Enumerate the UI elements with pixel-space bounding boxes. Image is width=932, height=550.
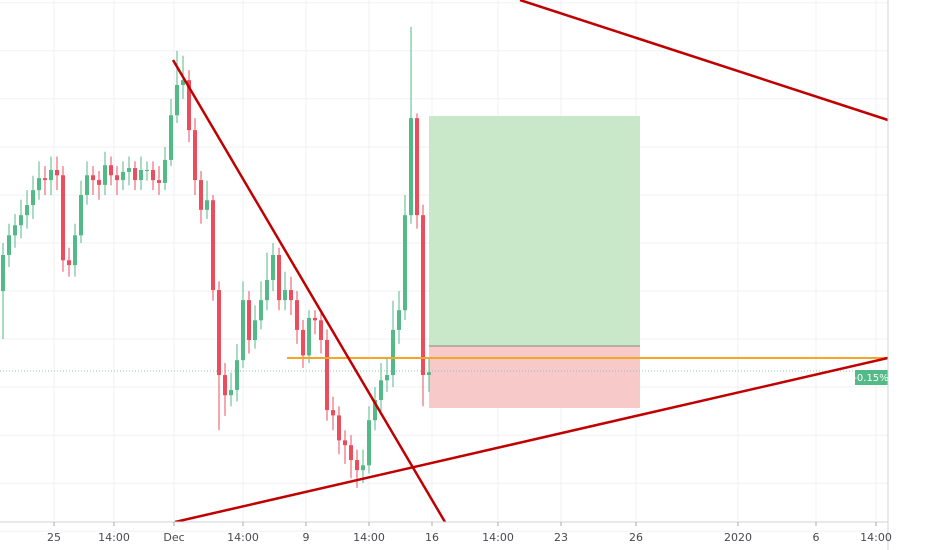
candle-body	[103, 165, 107, 185]
candle-body	[211, 200, 215, 291]
candle-body	[61, 175, 65, 261]
candle-body	[343, 440, 347, 446]
x-tick-label: 14:00	[482, 531, 514, 544]
candle-body	[121, 171, 125, 181]
candle-body	[145, 169, 149, 171]
candle-body	[67, 260, 71, 266]
candle-body	[409, 118, 413, 216]
candle-body	[355, 460, 359, 471]
candle-body	[1, 254, 5, 292]
candle-body	[271, 254, 275, 280]
candle-body	[403, 215, 407, 311]
x-tick-label: 14:00	[227, 531, 259, 544]
candle-body	[157, 180, 161, 183]
candle-body	[349, 445, 353, 461]
candle-body	[37, 178, 41, 191]
candle-body	[31, 190, 35, 206]
x-tick-label: 14:00	[353, 531, 385, 544]
candle-body	[313, 317, 317, 321]
grid	[0, 0, 888, 532]
candle-body	[295, 300, 299, 330]
candle-body	[43, 178, 47, 181]
candle-body	[307, 317, 311, 356]
candle-body	[253, 320, 257, 340]
candle-body	[259, 300, 263, 321]
candle-body	[415, 118, 419, 216]
x-tick-label: 2020	[724, 531, 752, 544]
candle-body	[385, 375, 389, 381]
candle-body	[223, 375, 227, 396]
candle-body	[367, 420, 371, 466]
trend-line	[174, 356, 888, 522]
candle-body	[337, 415, 341, 441]
x-tick-label: 6	[813, 531, 820, 544]
candle-body	[205, 200, 209, 210]
candle-body	[379, 380, 383, 401]
candle-body	[373, 400, 377, 421]
candle-body	[55, 169, 59, 176]
x-tick-label: 9	[303, 531, 310, 544]
candle-body	[193, 130, 197, 181]
candles	[1, 26, 431, 488]
candle-body	[49, 169, 53, 181]
x-tick-label: 14:00	[860, 531, 892, 544]
candle-body	[217, 290, 221, 376]
candle-body	[397, 310, 401, 330]
candle-body	[187, 80, 191, 131]
candle-body	[139, 169, 143, 181]
x-tick-label: 16	[425, 531, 439, 544]
candle-body	[133, 168, 137, 181]
candle-body	[163, 159, 167, 183]
x-tick-label: 23	[554, 531, 568, 544]
candle-body	[289, 290, 293, 301]
candle-body	[175, 84, 179, 116]
change-label: -0.15%	[853, 373, 888, 384]
candle-body	[181, 80, 185, 85]
x-axis: 25 14:00 Dec 14:00 9 14:00 16 14:00 23 26 2020 6 14:…	[47, 522, 892, 544]
candle-body	[421, 215, 425, 376]
x-tick-label: Dec	[163, 531, 184, 544]
trend-line	[171, 59, 447, 522]
stop-zone	[429, 346, 640, 408]
drawings	[171, 0, 888, 522]
candle-body	[229, 389, 233, 396]
position-box	[429, 116, 640, 408]
trend-line	[519, 0, 888, 122]
candle-body	[91, 175, 95, 181]
candle-body	[427, 372, 431, 376]
candle-body	[7, 235, 11, 255]
candle-body	[331, 410, 335, 416]
candle-body	[265, 279, 269, 301]
candle-body	[115, 175, 119, 181]
target-zone	[429, 116, 640, 346]
candle-body	[169, 115, 173, 160]
candle-body	[319, 320, 323, 340]
x-tick-label: 14:00	[98, 531, 130, 544]
candle-body	[283, 290, 287, 301]
candle-body	[73, 235, 77, 266]
candle-body	[79, 194, 83, 236]
candle-body	[25, 205, 29, 216]
candle-body	[241, 300, 245, 361]
candle-body	[97, 180, 101, 185]
change-tag	[855, 370, 888, 385]
x-tick-label: 26	[629, 531, 643, 544]
candle-body	[235, 360, 239, 390]
candle-body	[199, 180, 203, 210]
candle-body	[19, 215, 23, 226]
candle-body	[277, 254, 281, 301]
candle-body	[301, 329, 305, 356]
candle-body	[151, 169, 155, 181]
candle-body	[361, 465, 365, 471]
candle-body	[325, 339, 329, 411]
candle-body	[247, 300, 251, 340]
candle-body	[391, 329, 395, 376]
candle-body	[109, 165, 113, 176]
candle-body	[127, 168, 131, 172]
candle-body	[13, 225, 17, 236]
x-tick-label: 25	[47, 531, 61, 544]
candle-body	[85, 175, 89, 195]
